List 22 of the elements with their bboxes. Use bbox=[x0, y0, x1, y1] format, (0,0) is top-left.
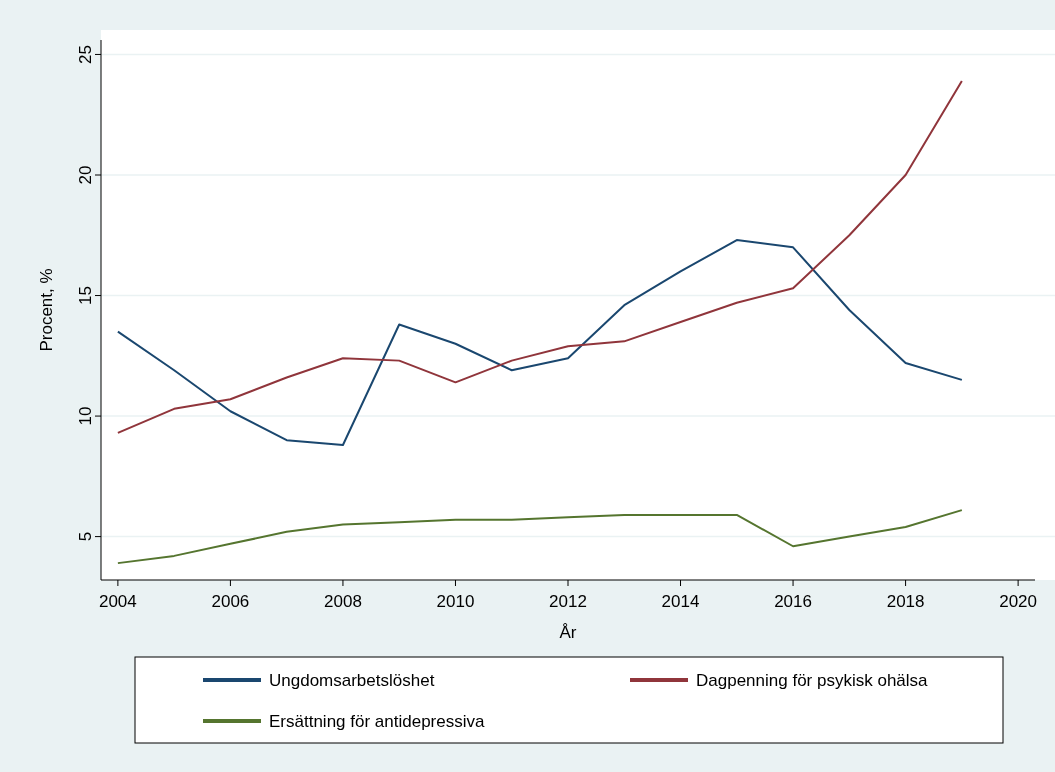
line-series bbox=[116, 239, 963, 446]
x-tick-label: 2008 bbox=[324, 592, 362, 611]
y-tick-label: 25 bbox=[76, 45, 95, 64]
legend-label: Dagpenning för psykisk ohälsa bbox=[696, 671, 929, 690]
x-tick-label: 2010 bbox=[436, 592, 475, 611]
y-tick-label: 20 bbox=[76, 165, 95, 185]
x-tick-label: 2004 bbox=[98, 592, 137, 611]
y-tick-label: 5 bbox=[76, 531, 95, 542]
x-tick-label: 2020 bbox=[999, 592, 1038, 611]
y-tick-label: 15 bbox=[76, 286, 95, 305]
x-tick-label: 2006 bbox=[211, 592, 250, 611]
x-axis-title: År bbox=[559, 623, 577, 642]
x-tick-label: 2012 bbox=[549, 592, 587, 611]
legend-label: Ungdomsarbetslöshet bbox=[269, 671, 435, 690]
legend-label: Ersättning för antidepressiva bbox=[269, 712, 485, 731]
y-axis-title: Procent, % bbox=[37, 268, 56, 352]
x-tick-label: 2014 bbox=[661, 592, 700, 611]
line-series bbox=[116, 509, 963, 565]
y-tick-label: 10 bbox=[76, 406, 95, 426]
line-series bbox=[116, 79, 963, 434]
x-tick-label: 2018 bbox=[886, 592, 925, 611]
x-tick-label: 2016 bbox=[774, 592, 812, 611]
